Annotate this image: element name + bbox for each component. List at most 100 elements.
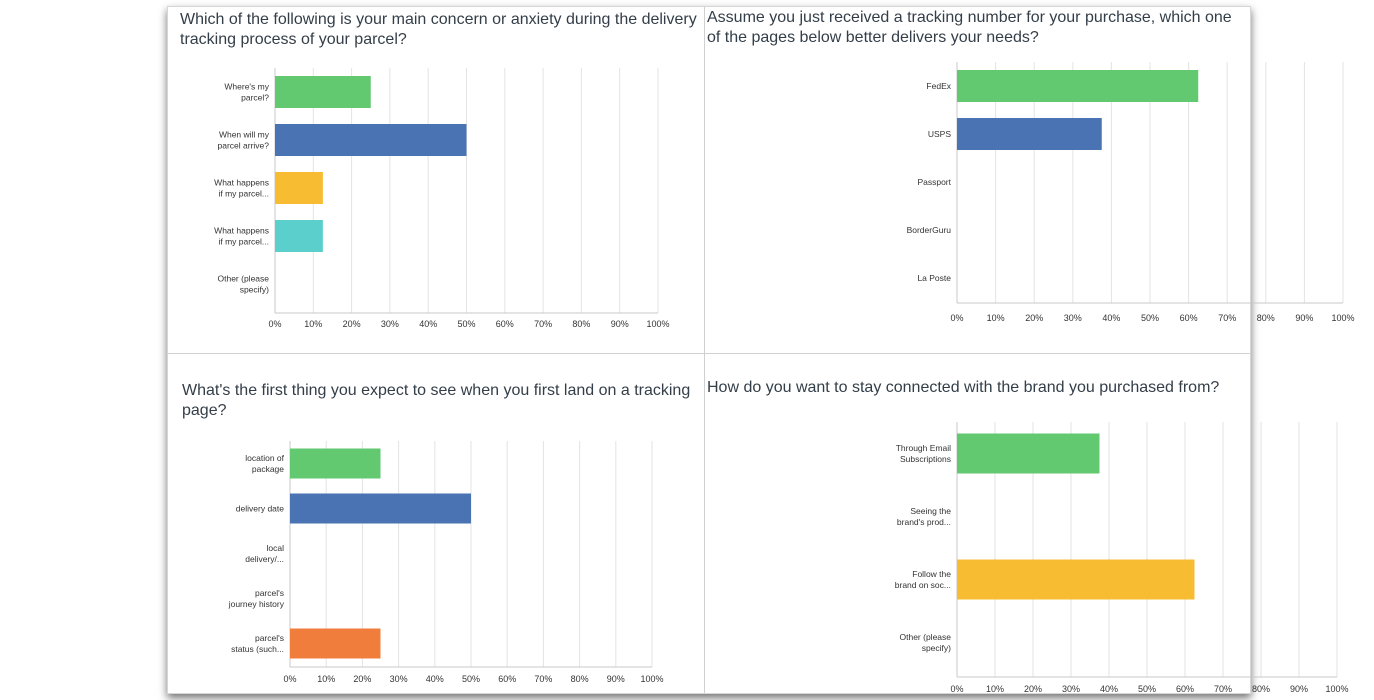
category-label-line: Seeing the	[910, 506, 951, 516]
x-tick-label: 90%	[1295, 313, 1313, 323]
category-label: Through Email Subscriptions	[896, 443, 951, 464]
category-label-line: parcel's	[255, 588, 284, 598]
category-label: local delivery/...	[245, 543, 284, 564]
category-label-line: journey history	[228, 599, 285, 609]
bar-follow-the-brand-on-soc	[957, 559, 1195, 600]
bar-when-will-my-parcel-arrive	[275, 124, 467, 156]
bar-where-s-my-parcel	[275, 76, 371, 108]
bar-what-happens-if-my-parcel	[275, 220, 323, 252]
category-label-line: specify)	[240, 285, 269, 295]
x-tick-label: 40%	[419, 319, 437, 329]
category-label-line: local	[267, 543, 285, 553]
x-tick-label: 0%	[283, 674, 296, 684]
category-label: parcel's status (such...	[231, 633, 284, 654]
x-tick-label: 10%	[317, 674, 335, 684]
category-label-line: Other (please	[900, 632, 952, 642]
category-label-line: When will my	[219, 130, 270, 140]
x-tick-label: 30%	[1062, 684, 1080, 694]
x-tick-label: 20%	[353, 674, 371, 684]
x-tick-label: 40%	[1100, 684, 1118, 694]
category-label-line: if my parcel...	[218, 189, 269, 199]
category-label-line: delivery/...	[245, 554, 284, 564]
chart-panel-stay-connected: How do you want to stay connected with t…	[705, 354, 1349, 694]
category-label: FedEx	[926, 81, 951, 91]
x-tick-label: 100%	[640, 674, 663, 684]
category-label-line: Other (please	[218, 274, 270, 284]
category-label-line: parcel arrive?	[218, 141, 270, 151]
category-label-line: status (such...	[231, 644, 284, 654]
x-tick-label: 50%	[462, 674, 480, 684]
x-tick-label: 30%	[390, 674, 408, 684]
category-label: Where's my parcel?	[224, 82, 269, 103]
category-label: Seeing the brand's prod...	[897, 506, 951, 527]
category-label: La Poste	[917, 273, 951, 283]
category-label-line: specify)	[922, 643, 951, 653]
category-label-line: Through Email	[896, 443, 951, 453]
x-tick-label: 0%	[268, 319, 281, 329]
x-tick-label: 50%	[1141, 313, 1159, 323]
bar-through-email-subscriptions	[957, 433, 1100, 474]
x-tick-label: 70%	[1214, 684, 1232, 694]
chart-panel-tracking-page: Assume you just received a tracking numb…	[705, 7, 1355, 353]
category-label: USPS	[928, 129, 951, 139]
category-label: Follow the brand on soc...	[895, 569, 951, 590]
category-label: Other (please specify)	[218, 274, 270, 295]
category-label: Other (please specify)	[900, 632, 952, 653]
bar-usps	[957, 118, 1102, 150]
category-label-line: parcel's	[255, 633, 284, 643]
question-title-main-concern: Which of the following is your main conc…	[180, 11, 697, 48]
question-title-tracking-page: Assume you just received a tracking numb…	[707, 9, 1232, 46]
bar-chart-first-thing: 0% 10% 20% 30% 40% 50% 60% 70% 80% 90% 100% locatio…	[228, 441, 664, 684]
vertical-divider	[704, 7, 705, 693]
category-label-line: package	[252, 464, 284, 474]
category-label-line: parcel?	[241, 93, 269, 103]
x-tick-label: 70%	[534, 319, 552, 329]
x-tick-label: 40%	[426, 674, 444, 684]
category-label-line: brand on soc...	[895, 580, 951, 590]
x-tick-label: 100%	[646, 319, 669, 329]
category-label: When will my parcel arrive?	[218, 130, 270, 151]
category-label: delivery date	[236, 504, 284, 514]
category-label-line: BorderGuru	[907, 225, 952, 235]
category-label-line: What happens	[214, 226, 269, 236]
x-tick-label: 80%	[572, 319, 590, 329]
bar-fedex	[957, 70, 1199, 102]
question-title-stay-connected: How do you want to stay connected with t…	[707, 379, 1220, 396]
x-tick-label: 20%	[1025, 313, 1043, 323]
category-label-line: brand's prod...	[897, 517, 951, 527]
x-tick-label: 10%	[304, 319, 322, 329]
category-label-line: location of	[245, 453, 284, 463]
bar-delivery-date	[290, 493, 471, 524]
x-tick-label: 50%	[1138, 684, 1156, 694]
category-label-line: Where's my	[224, 82, 269, 92]
category-label-line: FedEx	[926, 81, 951, 91]
category-label-line: Follow the	[912, 569, 951, 579]
x-tick-label: 20%	[343, 319, 361, 329]
bar-chart-main-concern: 0% 10% 20% 30% 40% 50% 60% 70% 80% 90% 100% Where's…	[214, 68, 670, 329]
x-tick-label: 60%	[1176, 684, 1194, 694]
x-tick-label: 30%	[1064, 313, 1082, 323]
x-tick-label: 10%	[986, 684, 1004, 694]
question-title-first-thing: What's the first thing you expect to see…	[182, 382, 691, 419]
category-label-line: USPS	[928, 129, 951, 139]
x-tick-label: 0%	[950, 684, 963, 694]
chart-panel-first-thing: What's the first thing you expect to see…	[168, 354, 704, 693]
x-tick-label: 70%	[534, 674, 552, 684]
bar-chart-tracking-page: 0% 10% 20% 30% 40% 50% 60% 70% 80% 90% 100% FedEx US…	[907, 62, 1355, 323]
category-label: Passport	[917, 177, 951, 187]
survey-results-board: Which of the following is your main conc…	[167, 6, 1355, 694]
x-tick-label: 60%	[1180, 313, 1198, 323]
x-tick-label: 10%	[987, 313, 1005, 323]
x-tick-label: 80%	[571, 674, 589, 684]
x-tick-label: 40%	[1102, 313, 1120, 323]
category-label-line: Subscriptions	[900, 454, 951, 464]
category-label-line: delivery date	[236, 504, 284, 514]
x-tick-label: 30%	[381, 319, 399, 329]
x-tick-label: 60%	[498, 674, 516, 684]
category-label: What happens if my parcel...	[214, 226, 269, 247]
x-tick-label: 90%	[611, 319, 629, 329]
x-tick-label: 100%	[1331, 313, 1354, 323]
category-label: parcel's journey history	[228, 588, 285, 609]
category-label-line: Passport	[917, 177, 951, 187]
x-tick-label: 0%	[950, 313, 963, 323]
